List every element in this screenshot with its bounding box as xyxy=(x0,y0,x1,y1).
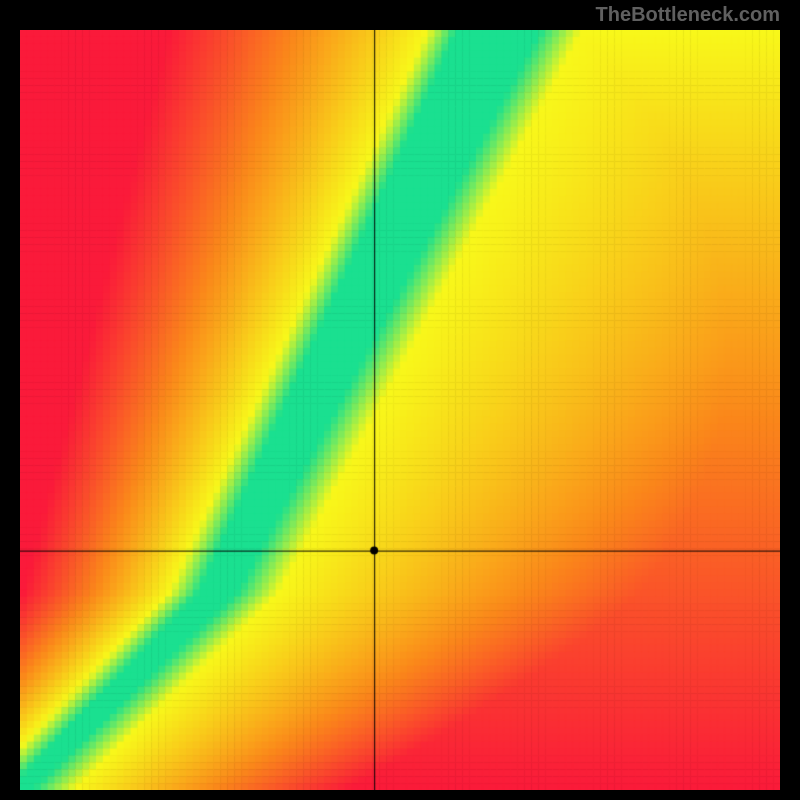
chart-container: TheBottleneck.com xyxy=(0,0,800,800)
bottleneck-heatmap xyxy=(20,30,780,790)
attribution-text: TheBottleneck.com xyxy=(596,4,780,27)
